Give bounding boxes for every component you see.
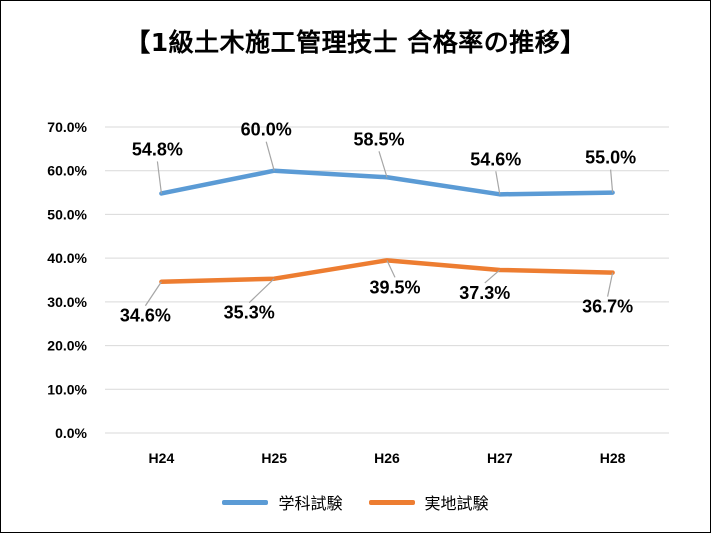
legend-label-series-2: 実地試験 [424, 494, 489, 513]
data-label: 39.5% [369, 277, 420, 297]
data-label: 60.0% [241, 120, 292, 140]
y-tick-label: 70.0% [47, 119, 87, 135]
x-tick-label: H26 [374, 450, 400, 466]
x-tick-label: H24 [149, 450, 175, 466]
data-label-leader [610, 169, 614, 193]
data-label-leader [386, 260, 396, 278]
data-label: 37.3% [459, 283, 510, 303]
chart-title: 【1級土木施工管理技士 合格率の推移】 [125, 28, 586, 57]
data-label: 58.5% [353, 129, 404, 149]
data-label-leader [265, 141, 275, 171]
y-tick-label: 0.0% [55, 425, 87, 441]
legend-swatch-series-2 [368, 499, 415, 505]
data-label: 54.8% [132, 139, 183, 159]
y-tick-label: 60.0% [47, 163, 87, 179]
legend: 学科試験 実地試験 [1, 490, 710, 514]
x-tick-label: H27 [487, 450, 513, 466]
legend-label-series-1: 学科試験 [278, 494, 343, 513]
data-label: 36.7% [582, 297, 633, 317]
y-axis: 0.0% 10.0% 20.0% 30.0% 40.0% 50.0% 60.0% 70.0% [47, 119, 669, 441]
data-label-leader [144, 281, 162, 307]
legend-swatch-series-1 [222, 499, 269, 505]
y-tick-label: 30.0% [47, 294, 87, 310]
y-tick-label: 20.0% [47, 338, 87, 354]
series-2: 34.6% 35.3% 39.5% 37.3% 36.7% [120, 258, 633, 326]
data-label-leader [607, 272, 614, 297]
x-tick-label: H28 [600, 450, 626, 466]
data-label: 55.0% [585, 148, 636, 168]
data-label-leader [156, 161, 162, 194]
y-tick-label: 50.0% [47, 206, 87, 222]
data-label: 35.3% [224, 303, 275, 323]
series-1: 54.8% 60.0% 58.5% 54.6% 55.0% [132, 120, 636, 197]
legend-item-series-2: 実地試験 [368, 490, 489, 514]
data-label-leader [495, 171, 501, 195]
x-tick-label: H25 [261, 450, 287, 466]
data-label-leader [378, 151, 388, 178]
legend-item-series-1: 学科試験 [222, 490, 343, 514]
data-label: 34.6% [120, 306, 171, 326]
series-1-line [159, 168, 615, 197]
data-label-leader [248, 278, 275, 304]
data-label: 54.6% [470, 149, 521, 169]
y-tick-label: 40.0% [47, 250, 87, 266]
data-label-leader [484, 269, 501, 284]
x-axis: H24 H25 H26 H27 H28 [149, 450, 626, 466]
y-tick-label: 10.0% [47, 381, 87, 397]
